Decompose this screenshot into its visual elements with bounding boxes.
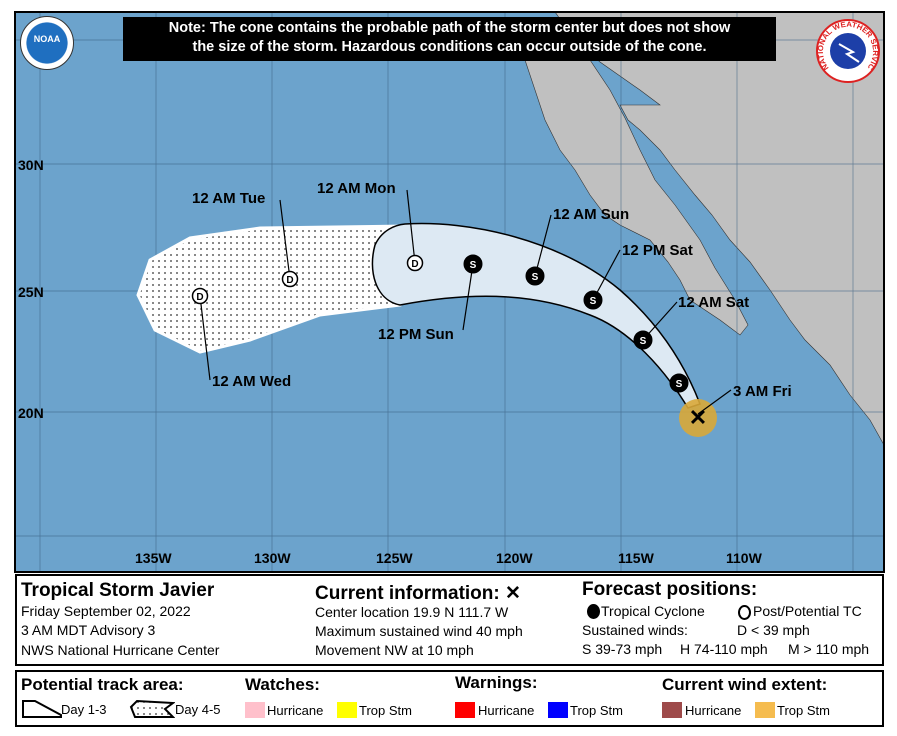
forecast-marker: [191, 287, 209, 305]
forecast-marker-letter: D: [286, 275, 293, 286]
label-12pm-sat: 12 PM Sat: [622, 242, 693, 259]
forecast-title: Forecast positions:: [582, 579, 758, 600]
lat-label: 20N: [18, 405, 44, 421]
hurricane-watch-label: Hurricane: [267, 703, 324, 718]
hurricane-warning-label: Hurricane: [478, 703, 535, 718]
forecast-marker: [281, 270, 299, 288]
tropical-cyclone-icon: [587, 604, 600, 619]
d-scale: D < 39 mph: [737, 622, 810, 638]
forecast-marker: [463, 254, 483, 274]
tropstm-watch-swatch: [337, 702, 357, 718]
ptc-label: Post/Potential TC: [753, 603, 862, 619]
tropstm-wind-label: Trop Stm: [777, 703, 830, 718]
forecast-marker-letter: D: [196, 292, 203, 303]
cone-day-4-5: [136, 224, 407, 354]
tc-label: Tropical Cyclone: [601, 603, 705, 619]
label-12am-sat: 12 AM Sat: [678, 294, 749, 311]
label-12pm-sun: 12 PM Sun: [378, 326, 454, 343]
forecast-marker-letter: S: [676, 379, 683, 390]
track-area-title: Potential track area:: [21, 675, 184, 694]
note-line: the size of the storm. Hazardous conditi…: [192, 39, 707, 55]
forecast-marker: [669, 373, 689, 393]
label-12am-sun: 12 AM Sun: [553, 206, 629, 223]
max-wind: Maximum sustained wind 40 mph: [315, 623, 523, 639]
date: Friday September 02, 2022: [21, 603, 191, 619]
lon-label: 115W: [618, 550, 655, 566]
lat-label: 30N: [18, 157, 44, 173]
issuing-center: NWS National Hurricane Center: [21, 642, 220, 658]
tropstm-watch-label: Trop Stm: [359, 703, 412, 718]
center-location: Center location 19.9 N 111.7 W: [315, 604, 509, 620]
forecast-marker-letter: S: [470, 260, 477, 271]
tropstm-wind-swatch: [755, 702, 775, 718]
post-tc-icon: [738, 605, 751, 620]
day13-label: Day 1-3: [61, 702, 107, 717]
m-scale: M > 110 mph: [788, 641, 870, 657]
label-current: 3 AM Fri: [733, 383, 792, 400]
warnings-title: Warnings:: [455, 673, 538, 692]
label-12am-wed: 12 AM Wed: [212, 373, 291, 390]
s-scale: S 39-73 mph: [582, 641, 663, 657]
wind-extent-title: Current wind extent:: [662, 675, 828, 694]
h-scale: H 74-110 mph: [680, 641, 768, 657]
current-info-title: Current information: ✕: [315, 583, 521, 604]
nws-logo: NATIONAL WEATHER SERVICE: [815, 18, 880, 83]
movement: Movement NW at 10 mph: [315, 642, 474, 658]
note-line: Note: The cone contains the probable pat…: [168, 20, 731, 36]
legend-panel: Potential track area: Day 1-3 Day 4-5 Wa…: [15, 670, 884, 727]
storm-name: Tropical Storm Javier: [21, 580, 215, 601]
hurricane-wind-label: Hurricane: [685, 703, 742, 718]
lon-label: 120W: [496, 550, 533, 566]
label-12am-tue: 12 AM Tue: [192, 190, 265, 207]
noaa-logo: NOAA: [20, 16, 74, 70]
day45-icon: [129, 699, 175, 718]
lon-label: 125W: [376, 550, 413, 566]
lon-label: 110W: [726, 550, 763, 566]
forecast-marker-letter: S: [532, 272, 539, 283]
forecast-marker-letter: S: [590, 296, 597, 307]
lon-label: 130W: [254, 550, 291, 566]
day13-icon: [22, 700, 62, 718]
forecast-marker: [583, 290, 603, 310]
day45-label: Day 4-5: [175, 702, 221, 717]
hurricane-wind-swatch: [662, 702, 682, 718]
watches-title: Watches:: [245, 675, 320, 694]
forecast-marker: [525, 266, 545, 286]
lon-label: 135W: [135, 550, 172, 566]
advisory: 3 AM MDT Advisory 3: [21, 622, 156, 638]
forecast-marker: [406, 254, 424, 272]
sustained-label: Sustained winds:: [582, 622, 688, 638]
forecast-marker: [633, 330, 653, 350]
wind-extent: [679, 399, 717, 437]
cone-day-1-3: [371, 222, 701, 409]
tropstm-warning-label: Trop Stm: [570, 703, 623, 718]
lat-label: 25N: [18, 284, 44, 300]
forecast-marker-letter: S: [640, 336, 647, 347]
tropstm-warning-swatch: [548, 702, 568, 718]
hurricane-warning-swatch: [455, 702, 475, 718]
mainland: [554, 12, 884, 446]
label-12am-mon: 12 AM Mon: [317, 180, 396, 197]
forecast-marker-letter: D: [411, 259, 418, 270]
hurricane-watch-swatch: [245, 702, 265, 718]
noaa-logo-text: NOAA: [33, 34, 61, 44]
baja-california: [519, 39, 749, 336]
info-panel: Tropical Storm Javier Friday September 0…: [15, 574, 884, 666]
cone-note: Note: The cone contains the probable pat…: [123, 17, 776, 61]
